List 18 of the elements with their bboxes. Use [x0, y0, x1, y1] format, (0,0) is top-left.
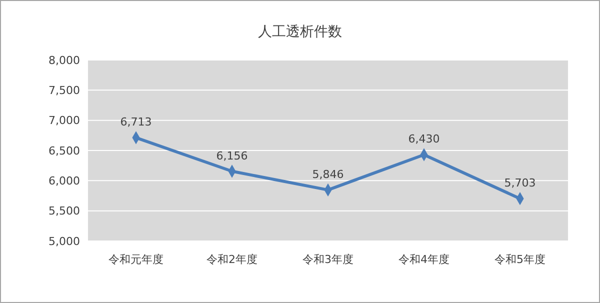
- data-label: 6,430: [408, 132, 440, 146]
- x-tick-label: 令和3年度: [302, 253, 354, 266]
- y-tick-label: 6,000: [48, 174, 80, 188]
- x-tick-label: 令和4年度: [398, 253, 450, 266]
- chart-title: 人工透析件数: [258, 24, 342, 40]
- y-tick-label: 6,500: [48, 144, 80, 158]
- x-tick-label: 令和元年度: [108, 253, 164, 266]
- data-label: 5,703: [504, 176, 536, 190]
- x-tick-label: 令和5年度: [494, 253, 546, 266]
- y-tick-label: 5,500: [48, 204, 80, 218]
- y-tick-label: 7,500: [48, 84, 80, 98]
- data-label: 6,713: [120, 116, 152, 129]
- data-label: 6,156: [216, 149, 248, 162]
- y-tick-label: 7,000: [48, 114, 80, 128]
- data-label: 5,846: [312, 168, 344, 181]
- x-tick-label: 令和2年度: [206, 253, 258, 266]
- y-tick-label: 5,000: [48, 234, 80, 248]
- y-tick-label: 8,000: [48, 54, 80, 67]
